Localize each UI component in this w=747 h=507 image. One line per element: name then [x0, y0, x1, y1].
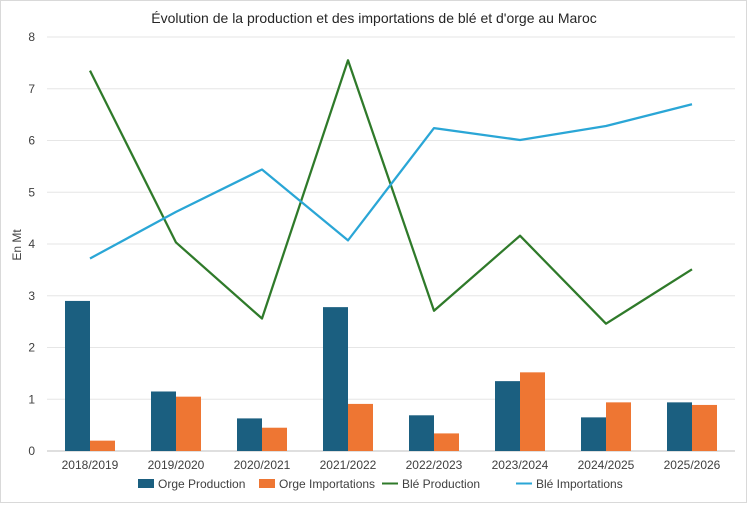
bar-orge-importations [692, 404, 717, 451]
y-axis-label: En Mt [10, 229, 24, 261]
bar-orge-importations [520, 372, 545, 451]
y-tick-label: 7 [28, 82, 35, 96]
bar-orge-production [151, 391, 176, 451]
chart-title: Évolution de la production et des import… [151, 10, 597, 26]
bar-orge-importations [262, 427, 287, 451]
bar-orge-production [323, 307, 348, 451]
y-tick-label: 3 [28, 289, 35, 303]
legend-item: Blé Importations [516, 477, 623, 491]
y-tick-label: 4 [28, 237, 35, 251]
legend-label: Blé Importations [536, 477, 623, 491]
bar-orge-production [667, 402, 692, 451]
y-tick-label: 6 [28, 134, 35, 148]
legend-label: Orge Importations [279, 477, 375, 491]
x-tick-label: 2025/2026 [664, 458, 721, 472]
bar-orge-production [237, 418, 262, 451]
bar-orge-importations [90, 440, 115, 451]
x-tick-label: 2018/2019 [62, 458, 119, 472]
bar-orge-production [581, 417, 606, 451]
y-tick-label: 1 [28, 392, 35, 406]
bar-orge-importations [176, 396, 201, 451]
y-tick-labels: 0 1 2 3 4 5 6 7 8 [28, 30, 35, 458]
bar-orge-production [495, 381, 520, 451]
legend-label: Orge Production [158, 477, 245, 491]
x-tick-label: 2024/2025 [578, 458, 635, 472]
bar-orge-importations [434, 433, 459, 451]
x-tick-labels: 2018/2019 2019/2020 2020/2021 2021/2022 2022… [62, 458, 721, 472]
line-series [88, 59, 693, 325]
y-tick-label: 5 [28, 185, 35, 199]
legend-swatch [259, 479, 275, 488]
x-tick-label: 2019/2020 [148, 458, 205, 472]
bar-orge-importations [348, 403, 373, 451]
bar-orge-production [65, 300, 90, 451]
legend: Orge Production Orge Importations Blé Prod… [138, 477, 623, 491]
y-tick-label: 8 [28, 30, 35, 44]
line-ble-importations [89, 103, 693, 260]
x-tick-label: 2022/2023 [406, 458, 463, 472]
legend-item: Orge Importations [259, 477, 375, 491]
bar-orge-importations [606, 402, 631, 451]
grid-lines [47, 36, 735, 452]
y-tick-label: 0 [28, 444, 35, 458]
bar-series [65, 300, 717, 451]
legend-item: Orge Production [138, 477, 245, 491]
x-tick-label: 2021/2022 [320, 458, 377, 472]
legend-item: Blé Production [382, 477, 480, 491]
x-tick-label: 2020/2021 [234, 458, 291, 472]
legend-swatch [138, 479, 154, 488]
bar-orge-production [409, 415, 434, 451]
y-tick-label: 2 [28, 341, 35, 355]
x-tick-label: 2023/2024 [492, 458, 549, 472]
legend-label: Blé Production [402, 477, 480, 491]
